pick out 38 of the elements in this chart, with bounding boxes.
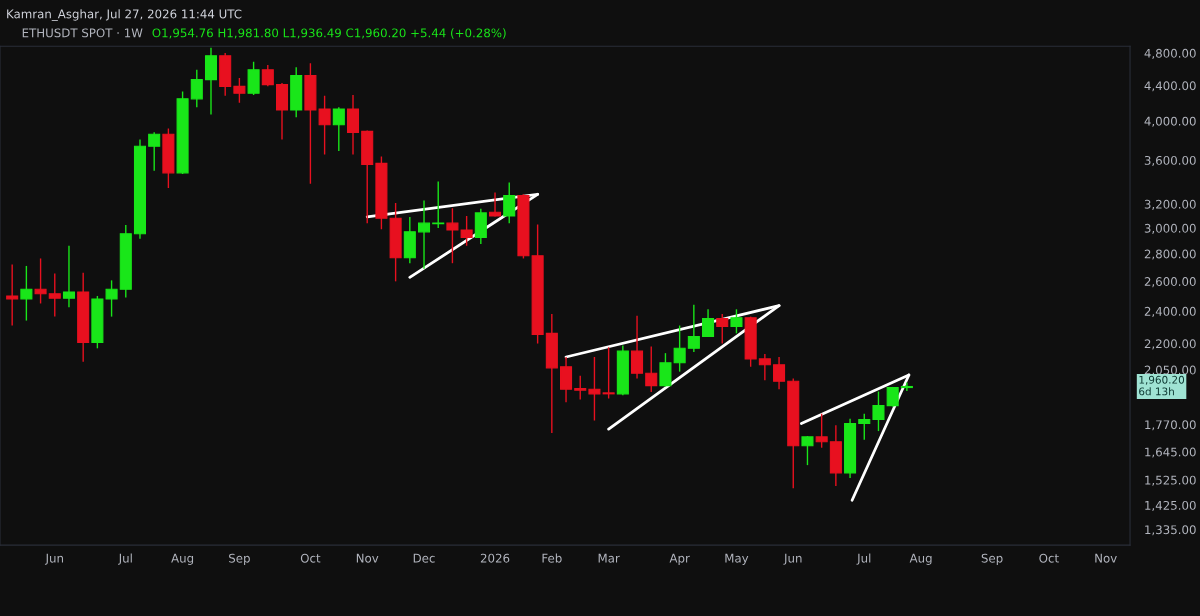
y-tick-label: 1,525.00	[1145, 475, 1196, 486]
text: 1,960.20 6d 13h	[1139, 375, 1185, 396]
x-tick-label: Aug	[909, 553, 932, 565]
y-tick-label: 4,400.00	[1144, 81, 1196, 92]
y-tick-label: 3,000.00	[1144, 223, 1196, 234]
x-tick-label: Nov	[356, 553, 379, 563]
x-tick-label: Nov	[1095, 553, 1117, 563]
x-tick-label: Oct	[1039, 553, 1059, 563]
x-tick-label: Oct	[300, 553, 321, 563]
y-tick-label: 4,800.00	[1144, 48, 1196, 59]
y-tick-label: 2,400.00	[1144, 306, 1196, 318]
x-tick-label: Dec	[413, 553, 435, 563]
text: ETHUSDT SPOT · 1W	[22, 28, 143, 38]
x-tick-label: Jul	[856, 553, 871, 565]
y-tick-label: 3,600.00	[1144, 155, 1196, 167]
x-tick-label: Jun	[783, 553, 802, 565]
y-tick-label: 4,000.00	[1144, 116, 1196, 127]
x-tick-label: Jun	[44, 553, 63, 565]
x-tick-label: Aug	[171, 553, 194, 565]
y-tick-label: 2,600.00	[1144, 277, 1196, 288]
x-tick-label: May	[725, 553, 749, 565]
y-tick-label: 2,200.00	[1144, 339, 1196, 350]
y-tick-label: 1,335.00	[1145, 525, 1196, 536]
x-tick-label: Sep	[229, 553, 250, 565]
x-tick-label: 2026	[480, 553, 510, 563]
y-tick-label: 1,770.00	[1145, 420, 1196, 431]
x-tick-label: Sep	[981, 553, 1003, 565]
text: O1,954.76 H1,981.80 L1,936.49 C1,960.20 +5.44 (+0.28%)	[152, 28, 506, 39]
y-tick-label: 2,800.00	[1144, 249, 1196, 260]
chart-title: Kamran_Asghar, Jul 27, 2026 11:44 UTC	[7, 9, 242, 21]
x-tick-label: Feb	[542, 553, 562, 563]
y-tick-label: 1,425.00	[1145, 500, 1196, 512]
x-tick-label: Apr	[669, 553, 690, 565]
y-tick-label: 3,200.00	[1144, 199, 1196, 210]
x-tick-label: Mar	[598, 553, 620, 563]
x-tick-label: Jul	[118, 553, 132, 565]
y-tick-label: 1,645.00	[1145, 447, 1196, 458]
y-tick-label: 2,050.00	[1144, 365, 1196, 376]
